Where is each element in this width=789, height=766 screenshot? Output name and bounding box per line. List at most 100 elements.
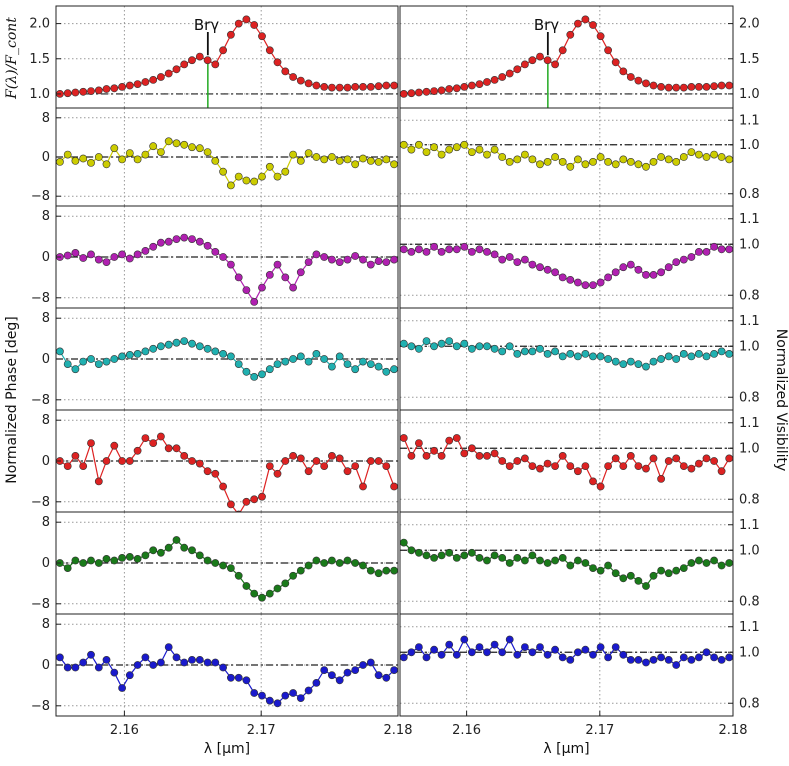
phase-0-point: [71, 156, 80, 165]
visibility-5-point: [589, 650, 597, 659]
phase-0-point: [296, 156, 305, 165]
visibility-1-point: [460, 242, 469, 251]
visibility-0-point: [536, 160, 544, 169]
visibility-2-point: [679, 349, 688, 358]
visibility-2-point: [467, 344, 476, 353]
panel-frame: [399, 613, 734, 717]
visibility-1-point: [475, 245, 484, 254]
y-tick-label: 1.0: [29, 87, 50, 102]
visibility-1-point: [551, 268, 559, 277]
visibility-5-point: [483, 648, 491, 657]
phase-5-point: [110, 668, 119, 677]
visibility-5-point: [430, 645, 438, 654]
visibility-2-point: [521, 347, 529, 356]
visibility-2-point: [475, 342, 484, 351]
flux-point: [657, 83, 665, 91]
phase-5-point: [359, 661, 367, 669]
y-tick-label: 1.5: [739, 52, 760, 67]
flux-point: [133, 80, 142, 88]
phase-0-point: [56, 157, 64, 166]
y-tick-label: 1.0: [739, 543, 760, 558]
x-tick-label: 2.16: [110, 723, 139, 738]
visibility-4-point: [475, 554, 484, 562]
visibility-3-point: [521, 454, 529, 463]
flux-point: [195, 52, 204, 61]
phase-panel-6: 8 0 −8: [31, 613, 399, 717]
visibility-4-point: [710, 556, 718, 565]
phase-4-point: [242, 582, 251, 590]
phase-2-point: [141, 347, 150, 356]
visibility-panel-bg: [400, 206, 733, 308]
flux-point: [498, 73, 507, 81]
phase-0-point: [118, 155, 126, 164]
flux-point: [619, 67, 628, 76]
visibility-3-point: [566, 462, 575, 470]
phase-1-point: [211, 247, 220, 256]
visibility-series-0: [400, 140, 733, 171]
phase-panel-2: 8 0 −8: [31, 205, 399, 309]
phase-1-point: [203, 241, 212, 250]
y-tick-label: 8: [42, 111, 50, 126]
phase-2-point: [327, 362, 336, 371]
visibility-5-point: [445, 640, 454, 649]
x-tick-label: 2.16: [452, 723, 481, 738]
y-tick-label: 0.8: [739, 696, 760, 711]
phase-2-point: [63, 360, 72, 368]
visibility-2-point: [626, 357, 635, 366]
phase-5-point: [327, 671, 336, 680]
phase-series-5: [56, 643, 398, 708]
visibility-2-point: [566, 349, 575, 358]
visibility-2-point: [589, 352, 597, 361]
phase-1-point: [94, 255, 103, 264]
visibility-4-point: [521, 556, 529, 565]
phase-0-point: [203, 148, 212, 156]
phase-0-point: [125, 149, 134, 157]
visibility-5-point: [528, 648, 537, 657]
phase-5-point: [71, 663, 80, 672]
flux-point: [626, 73, 635, 81]
phase-4-point: [390, 566, 398, 575]
phase-1-point: [343, 255, 352, 264]
y-tick-label: 0.8: [739, 187, 760, 202]
visibility-0-point: [649, 157, 658, 166]
phase-series-1: [56, 233, 398, 306]
visibility-4-point: [422, 551, 431, 560]
flux-point: [574, 19, 582, 28]
phase-2-point: [164, 340, 173, 349]
phase-5-point: [273, 699, 282, 708]
visibility-5-point: [626, 656, 635, 664]
phase-3-point: [366, 457, 375, 465]
visibility-2-point: [498, 347, 507, 356]
phase-1-point: [234, 273, 243, 282]
visibility-3-point: [467, 444, 476, 453]
phase-1-point: [63, 251, 72, 260]
visibility-panel-4: 1.1 1.0 0.8: [399, 409, 760, 513]
phase-5-point: [335, 676, 344, 685]
visibility-5-point: [566, 656, 575, 664]
visibility-2-point: [551, 347, 559, 356]
phase-1-point: [71, 248, 80, 257]
phase-4-point: [265, 589, 274, 598]
visibility-0-point: [490, 145, 499, 154]
visibility-3-point: [528, 462, 537, 470]
phase-5-point: [312, 679, 321, 687]
phase-3-point: [382, 462, 391, 470]
flux-point: [265, 46, 274, 55]
y-tick-label: 1.5: [29, 52, 50, 67]
phase-1-point: [374, 257, 383, 265]
visibility-3-point: [414, 439, 423, 447]
visibility-0-point: [521, 150, 529, 159]
phase-4-point: [87, 556, 95, 565]
visibility-2-point: [414, 344, 423, 353]
phase-1-point: [273, 260, 282, 269]
phase-5-point: [382, 673, 391, 682]
flux-point: [725, 81, 733, 90]
flux-point: [327, 83, 336, 92]
visibility-4-point: [543, 559, 552, 567]
visibility-1-point: [581, 281, 590, 289]
visibility-1-point: [505, 253, 514, 261]
phase-1-point: [242, 286, 251, 294]
phase-1-point: [156, 238, 165, 247]
visibility-2-point: [400, 339, 408, 348]
visibility-3-point: [626, 451, 635, 460]
